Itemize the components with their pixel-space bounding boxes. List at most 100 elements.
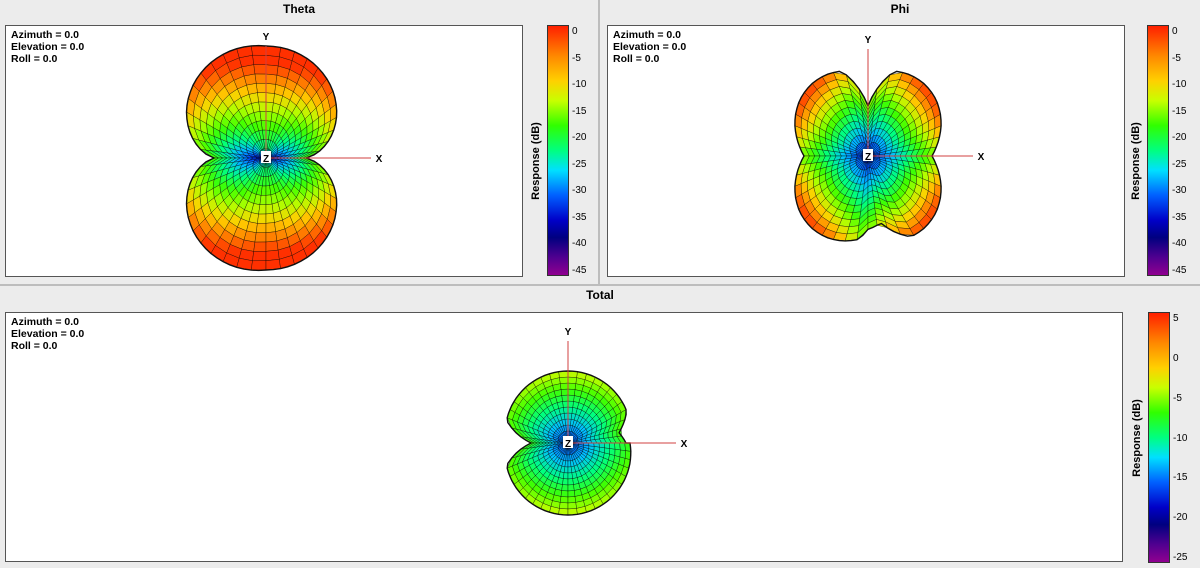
total-elevation: Elevation = 0.0 <box>11 328 85 340</box>
total-colorbar-title: Response (dB) <box>1131 399 1143 477</box>
phi-z-box <box>863 149 873 161</box>
total-mesh-cell <box>563 466 569 474</box>
theta-mesh-cell <box>265 249 280 261</box>
horizontal-divider <box>0 284 1200 286</box>
total-mesh-cell <box>598 442 605 449</box>
total-mesh-cell <box>563 472 569 480</box>
theta-colorbar-tick: 0 <box>572 26 578 37</box>
total-mesh-cell <box>567 406 573 414</box>
phi-colorbar-tick: -5 <box>1172 52 1181 64</box>
phi-colorbar-tick: -20 <box>1172 132 1187 144</box>
total-mesh-cell <box>567 502 577 510</box>
phi-colorbar-tick: -30 <box>1172 185 1187 197</box>
theta-colorbar-tick: -40 <box>572 238 587 250</box>
total-mesh-cell <box>614 449 621 458</box>
phi-x-label: X <box>978 152 985 163</box>
theta-panel: Theta Azimuth = 0.0 Elevation = 0.0 Roll… <box>0 0 598 283</box>
theta-z-label: Z <box>263 154 269 165</box>
theta-mesh-cell <box>259 195 267 205</box>
theta-colorbar <box>547 25 569 276</box>
theta-colorbar-tick: -25 <box>572 158 587 170</box>
theta-y-label: Y <box>263 32 270 43</box>
theta-mesh-cell <box>254 232 267 243</box>
phi-colorbar-tick: -25 <box>1172 158 1187 170</box>
theta-colorbar-tick: -10 <box>572 79 587 91</box>
vertical-divider <box>598 0 600 284</box>
theta-x-label: X <box>376 154 383 165</box>
total-orientation: Azimuth = 0.0 Elevation = 0.0 Roll = 0.0 <box>11 316 84 352</box>
total-mesh-cell <box>561 484 569 492</box>
theta-plot-area: Azimuth = 0.0 Elevation = 0.0 Roll = 0.0… <box>5 25 523 277</box>
theta-mesh-cell <box>265 64 279 76</box>
theta-azimuth: Azimuth = 0.0 <box>11 29 79 41</box>
total-mesh-cell <box>560 382 569 390</box>
theta-mesh-cell <box>265 231 278 243</box>
theta-mesh-cell <box>265 73 278 85</box>
total-y-label: Y <box>565 327 572 338</box>
total-mesh-cell <box>614 442 621 451</box>
total-mesh-cell <box>560 496 569 504</box>
total-roll: Roll = 0.0 <box>11 340 58 352</box>
theta-z-box <box>261 151 271 163</box>
theta-mesh-cell <box>265 240 279 252</box>
phi-colorbar <box>1147 25 1169 276</box>
phi-colorbar-tick: 0 <box>1172 26 1178 37</box>
theta-mesh-cell <box>254 73 267 84</box>
total-colorbar-tick: -10 <box>1173 432 1188 444</box>
total-mesh-cell <box>567 376 577 384</box>
phi-colorbar-title: Response (dB) <box>1130 122 1142 200</box>
total-x-label: X <box>681 439 688 450</box>
phi-pattern[interactable]: X Y Z <box>608 26 1124 276</box>
theta-colorbar-tick: -30 <box>572 185 587 197</box>
total-mesh-cell <box>567 484 575 492</box>
total-mesh-cell <box>567 412 573 420</box>
total-mesh-cell <box>619 442 626 451</box>
total-mesh-cell <box>593 442 600 448</box>
total-mesh-cell <box>567 382 576 390</box>
total-mesh-cell <box>588 442 595 447</box>
theta-pattern[interactable]: X Y Z <box>6 26 522 276</box>
total-mesh-cell <box>560 490 569 498</box>
total-mesh-cell <box>604 442 610 449</box>
theta-mesh-cell <box>265 222 276 233</box>
theta-colorbar-tick: -5 <box>572 52 581 64</box>
theta-mesh-cell <box>265 101 274 113</box>
theta-colorbar-tick: -20 <box>572 132 587 144</box>
total-mesh-cell <box>559 502 569 510</box>
phi-colorbar-tick: -10 <box>1172 79 1187 91</box>
theta-mesh-cell <box>256 223 267 233</box>
phi-outline <box>794 70 942 242</box>
total-colorbar-tick: -25 <box>1173 552 1188 563</box>
theta-mesh-cell <box>265 92 275 103</box>
total-colorbar-tick: -15 <box>1173 472 1188 484</box>
total-colorbar-tick: -20 <box>1173 512 1188 524</box>
theta-colorbar-tick: -45 <box>572 265 587 276</box>
total-pattern[interactable]: X Y Z <box>6 313 1122 561</box>
phi-orientation: Azimuth = 0.0 Elevation = 0.0 Roll = 0.0 <box>613 29 686 65</box>
total-mesh-cell <box>619 449 626 459</box>
phi-elevation: Elevation = 0.0 <box>613 41 687 53</box>
theta-mesh-cell <box>265 111 273 122</box>
theta-mesh-cell <box>265 83 276 94</box>
total-azimuth: Azimuth = 0.0 <box>11 316 79 328</box>
total-mesh-cell <box>609 442 616 450</box>
theta-outline <box>185 44 338 272</box>
phi-colorbar-tick: -35 <box>1172 211 1187 223</box>
phi-z-label: Z <box>865 152 871 163</box>
total-mesh-cell <box>567 490 576 498</box>
theta-mesh-cell <box>258 204 267 215</box>
total-title: Total <box>586 288 614 302</box>
phi-title: Phi <box>890 2 910 16</box>
total-panel: Total Azimuth = 0.0 Elevation = 0.0 Roll… <box>0 286 1200 568</box>
total-colorbar <box>1148 312 1170 563</box>
theta-mesh-cell <box>250 45 267 56</box>
phi-y-label: Y <box>865 35 872 46</box>
theta-mesh-cell <box>265 213 275 224</box>
total-mesh-cell <box>559 376 569 384</box>
total-mesh-cell <box>567 400 574 408</box>
total-mesh-cell <box>567 496 576 504</box>
phi-roll: Roll = 0.0 <box>613 53 660 65</box>
theta-colorbar-title: Response (dB) <box>530 122 542 200</box>
theta-mesh-cell <box>252 251 267 261</box>
total-mesh-cell <box>604 447 610 455</box>
